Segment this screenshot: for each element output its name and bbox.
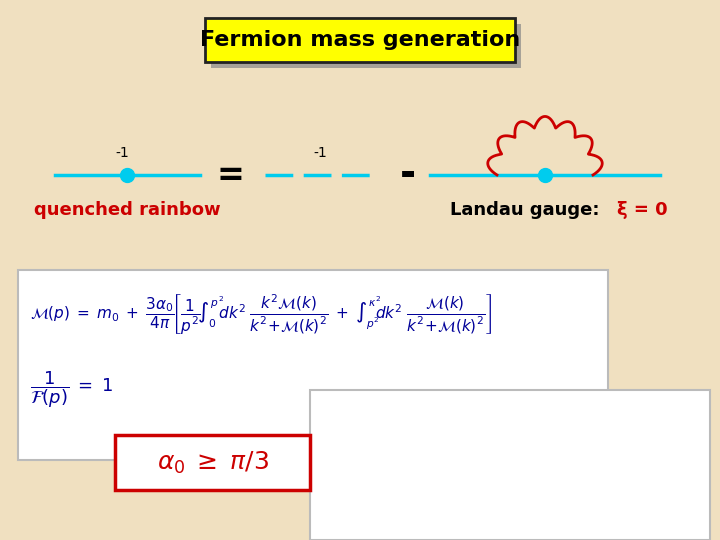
Text: -1: -1	[115, 146, 129, 160]
Bar	[211, 24, 521, 68]
Text: $\dfrac{1}{\mathcal{F}(p)} \;=\; 1$: $\dfrac{1}{\mathcal{F}(p)} \;=\; 1$	[30, 370, 113, 410]
Text: quenched rainbow: quenched rainbow	[34, 201, 220, 219]
Text: $\alpha_0 \;\geq\; \pi/3$: $\alpha_0 \;\geq\; \pi/3$	[156, 449, 269, 476]
Text: -: -	[400, 156, 416, 194]
Text: -1: -1	[313, 146, 327, 160]
Bar	[115, 435, 310, 490]
Text: $\mathcal{M}(p) \;=\; m_0 \;+\; \dfrac{3\alpha_0}{4\pi}\!\left[\dfrac{1}{p^2}\!\: $\mathcal{M}(p) \;=\; m_0 \;+\; \dfrac{3…	[30, 293, 492, 337]
Text: =: =	[216, 159, 244, 192]
Text: Landau gauge:: Landau gauge:	[450, 201, 618, 219]
Text: Fermion mass generation: Fermion mass generation	[200, 30, 520, 50]
Bar	[18, 270, 608, 460]
Bar	[310, 390, 710, 540]
Bar	[205, 18, 515, 62]
Text: ξ = 0: ξ = 0	[617, 201, 667, 219]
